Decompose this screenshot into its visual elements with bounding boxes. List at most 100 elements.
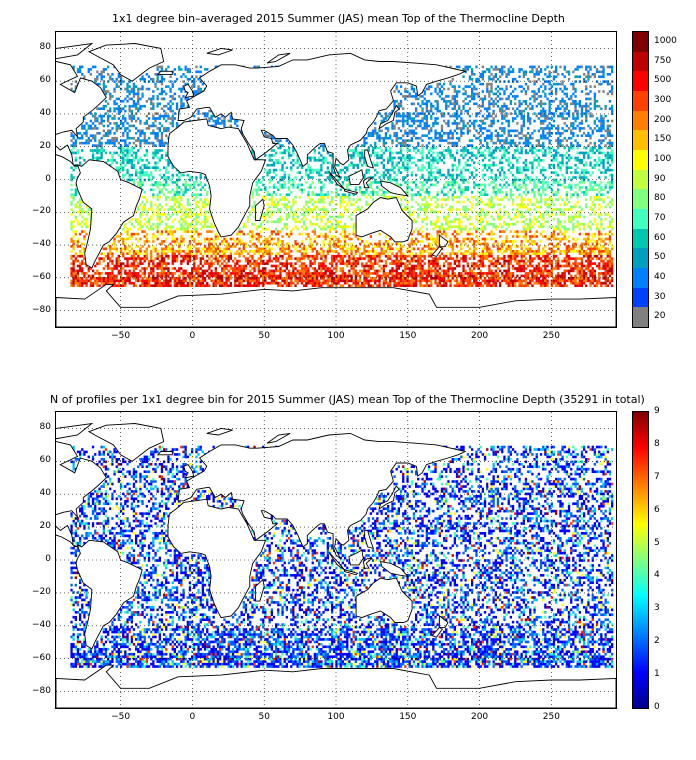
landmass-outline (364, 149, 375, 169)
landmass-outline (56, 422, 94, 440)
y-tick-label: 0 (45, 173, 51, 184)
colorbar-segment (633, 287, 648, 308)
colorbar-tick-label: 1 (654, 669, 660, 680)
colorbar-tick-label: 200 (654, 114, 672, 125)
colorbar-segment (633, 169, 648, 190)
y-tick-label: −40 (32, 619, 51, 630)
colorbar-tick-label: 30 (654, 291, 666, 302)
panel1-colorbar (632, 31, 649, 328)
colorbar-tick-label: 6 (654, 504, 660, 515)
colorbar-tick-label: 80 (654, 193, 666, 204)
panel2-title: N of profiles per 1x1 degree bin for 201… (50, 393, 645, 406)
x-tick-label: 0 (189, 712, 196, 722)
colorbar-segment (633, 71, 648, 92)
panel1-map-svg (56, 32, 616, 327)
landmass-outline (378, 485, 400, 511)
y-tick-label: −20 (32, 206, 51, 217)
colorbar-segment (633, 209, 648, 230)
landmass-outline (183, 464, 195, 479)
colorbar-segment (633, 307, 648, 328)
x-tick-label: 250 (542, 712, 560, 722)
x-tick-label: −50 (111, 712, 131, 722)
landmass-outline (431, 626, 443, 638)
colorbar-segment (633, 110, 648, 131)
colorbar-segment (633, 51, 648, 72)
x-tick-label: 50 (258, 712, 270, 722)
colorbar-segment (633, 150, 648, 171)
landmass-outline (348, 168, 364, 185)
y-tick-label: 40 (39, 107, 51, 118)
colorbar-tick-label: 9 (654, 406, 660, 416)
y-tick-label: 80 (39, 42, 51, 53)
landmass-outline (344, 569, 359, 576)
colorbar-tick-label: 100 (654, 153, 672, 164)
landmass-outline (344, 188, 359, 195)
y-tick-label: 80 (39, 422, 51, 433)
panel2-data-cells (70, 445, 614, 668)
colorbar-tick-label: 40 (654, 271, 666, 282)
y-tick-label: 60 (39, 455, 51, 466)
panel1-data-cells (70, 65, 614, 288)
x-tick-label: 200 (470, 331, 489, 341)
landmass-outline (348, 549, 364, 566)
colorbar-segment (633, 189, 648, 210)
colorbar-tick-label: 300 (654, 94, 672, 105)
colorbar-tick-label: 150 (654, 134, 672, 145)
colorbar-tick-label: 60 (654, 232, 666, 243)
colorbar-tick-label: 750 (654, 55, 672, 66)
panel2-map (55, 411, 617, 709)
landmass-outline (364, 529, 375, 550)
colorbar-tick-label: 2 (654, 636, 660, 647)
y-tick-label: −80 (32, 304, 51, 315)
colorbar-tick-label: 500 (654, 75, 672, 86)
landmass-outline (438, 614, 449, 628)
landmass-outline (156, 451, 173, 456)
colorbar-tick-label: 5 (654, 537, 660, 548)
landmass-outline (355, 196, 413, 243)
landmass-outline (206, 427, 233, 436)
colorbar-tick-label: 7 (654, 471, 660, 482)
landmass-outline (431, 246, 443, 258)
y-tick-label: 60 (39, 75, 51, 86)
colorbar-tick-label: 20 (654, 311, 666, 322)
y-tick-label: 40 (39, 488, 51, 499)
colorbar-segment (633, 130, 648, 151)
colorbar-tick-label: 70 (654, 212, 666, 223)
landmass-outline (378, 105, 400, 130)
landmass-outline (177, 52, 467, 179)
x-tick-label: 150 (399, 331, 417, 341)
landmass-outline (379, 180, 409, 197)
colorbar-segment (633, 268, 648, 289)
panel1-map (55, 31, 617, 328)
landmass-outline (56, 664, 616, 708)
landmass-outline (75, 539, 143, 650)
panel2-map-svg (56, 412, 616, 708)
x-tick-label: −50 (111, 331, 131, 341)
landmass-outline (87, 423, 165, 462)
landmass-outline (438, 234, 449, 248)
x-tick-label: 100 (327, 712, 345, 722)
landmass-outline (183, 83, 195, 99)
landmass-outline (266, 52, 291, 64)
x-tick-label: 250 (542, 331, 560, 341)
colorbar-tick-label: 1000 (654, 35, 677, 46)
landmass-outline (87, 43, 165, 82)
y-tick-label: −40 (32, 239, 51, 250)
colorbar-tick-label: 8 (654, 438, 660, 449)
colorbar-tick-label: 50 (654, 252, 666, 263)
colorbar-segment (633, 32, 648, 53)
y-tick-label: −60 (32, 271, 51, 282)
y-tick-label: −20 (32, 586, 51, 597)
colorbar-segment (633, 248, 648, 269)
x-tick-label: 0 (189, 331, 196, 341)
landmass-outline (206, 47, 233, 56)
landmass-outline (56, 283, 616, 327)
x-tick-label: 100 (327, 331, 345, 341)
landmass-outline (362, 557, 374, 569)
landmass-outline (362, 177, 374, 189)
colorbar-segment (633, 91, 648, 112)
panel2-colorbar (632, 411, 649, 709)
landmass-outline (255, 198, 265, 221)
x-tick-label: 150 (399, 712, 417, 722)
landmass-outline (156, 70, 173, 76)
